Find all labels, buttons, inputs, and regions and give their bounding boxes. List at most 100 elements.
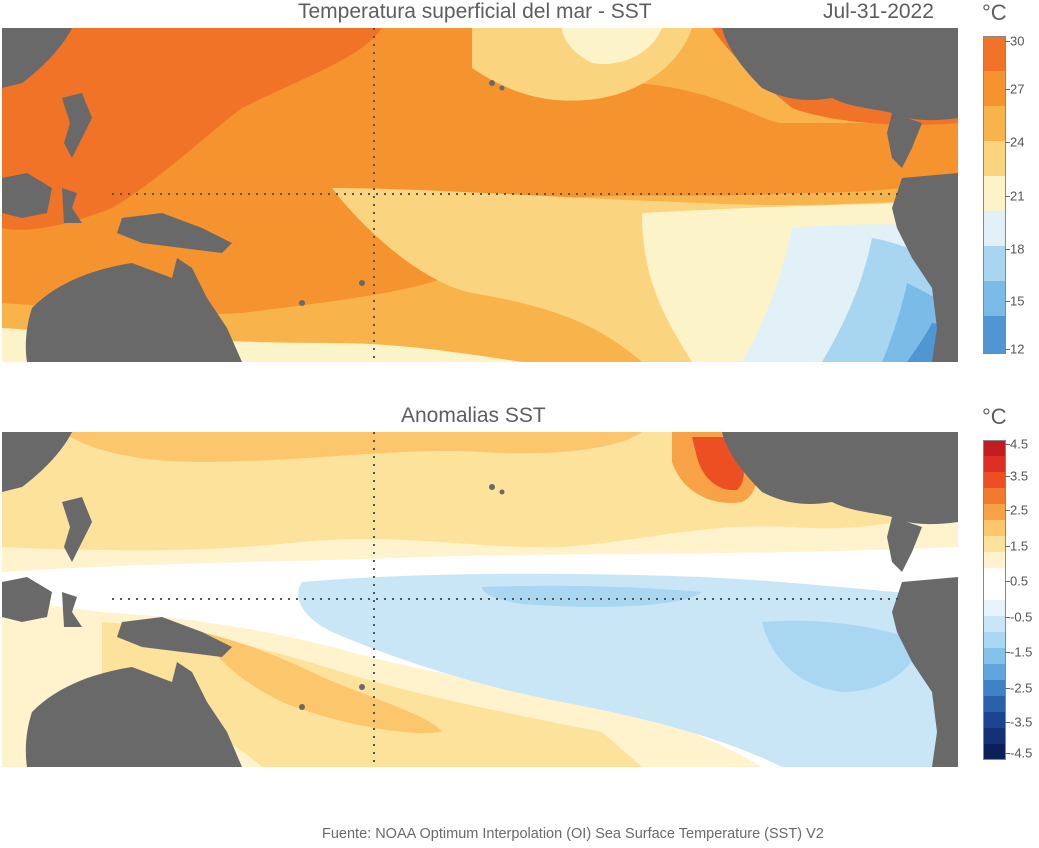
anomaly-colorbar-tick bbox=[1005, 476, 1010, 477]
anomaly-colorbar-swatch bbox=[983, 584, 1005, 601]
anomaly-colorbar-tick bbox=[1005, 546, 1010, 547]
sst-unit-label: °C bbox=[982, 0, 1007, 25]
anomaly-colorbar-swatch bbox=[983, 744, 1005, 760]
sst-date: Jul-31-2022 bbox=[823, 0, 934, 23]
sst-colorbar-label: 15 bbox=[1010, 293, 1025, 309]
borneo-sumatra bbox=[2, 577, 52, 622]
australia bbox=[25, 662, 242, 767]
sst-colorbar-label: 27 bbox=[1010, 81, 1025, 97]
anomaly-colorbar-swatch bbox=[983, 520, 1005, 537]
anomaly-colorbar-swatch bbox=[983, 664, 1005, 681]
anomaly-colorbar-tick bbox=[1005, 510, 1010, 511]
new-guinea bbox=[117, 213, 232, 253]
asia-landmass bbox=[2, 432, 72, 492]
anomaly-colorbar-tick bbox=[1005, 722, 1010, 723]
anomaly-colorbar-label: -2.5 bbox=[1010, 680, 1033, 696]
sst-colorbar-tick bbox=[1005, 89, 1010, 90]
anomaly-colorbar-swatch bbox=[983, 472, 1005, 489]
hawaii-islands bbox=[489, 484, 495, 490]
anomaly-colorbar-swatch bbox=[983, 680, 1005, 697]
anomaly-colorbar-label: 0.5 bbox=[1010, 573, 1029, 589]
sst-colorbar: 30 27 24 21 18 15 12 bbox=[983, 34, 1024, 357]
sst-title: Temperatura superficial del mar - SST bbox=[298, 0, 652, 23]
anomaly-colorbar-label: -3.5 bbox=[1010, 714, 1033, 730]
sst-colorbar-frame bbox=[983, 36, 1006, 354]
anomaly-warm-southwest-strong bbox=[202, 632, 442, 733]
sst-colorbar-tick bbox=[1005, 301, 1010, 302]
philippines-islands bbox=[62, 93, 92, 158]
anomaly-colorbar-swatch bbox=[983, 568, 1005, 585]
north-america bbox=[722, 28, 958, 121]
sst-colorbar-swatch bbox=[983, 106, 1005, 142]
hawaii-islands bbox=[489, 80, 495, 86]
central-america bbox=[887, 113, 922, 168]
anomaly-colorbar-swatch bbox=[983, 632, 1005, 649]
anomaly-land bbox=[2, 432, 958, 767]
north-america bbox=[722, 432, 958, 525]
sst-colorbar-swatch bbox=[983, 281, 1005, 317]
sst-colorbar-swatch bbox=[983, 316, 1005, 354]
anomaly-colorbar-label: -1.5 bbox=[1010, 644, 1033, 660]
australia bbox=[25, 258, 242, 362]
borneo-sumatra bbox=[2, 173, 52, 218]
anomaly-colorbar-swatch bbox=[983, 648, 1005, 665]
asia-landmass bbox=[2, 28, 72, 88]
anomaly-colorbar-tick bbox=[1005, 753, 1010, 754]
sulawesi-moluccas bbox=[62, 592, 82, 627]
philippines-islands bbox=[62, 497, 92, 562]
sst-colorbar-swatch bbox=[983, 36, 1005, 72]
anomaly-colorbar-swatch bbox=[983, 696, 1005, 713]
anomaly-colorbar-swatch bbox=[983, 504, 1005, 521]
sst-colorbar-label: 18 bbox=[1010, 241, 1025, 257]
sst-colorbar-tick bbox=[1005, 349, 1010, 350]
anomaly-colorbar-frame bbox=[983, 440, 1006, 760]
anomaly-colorbar-swatch bbox=[983, 456, 1005, 473]
sst-colorbar-swatch bbox=[983, 246, 1005, 282]
south-america bbox=[892, 173, 958, 362]
south-america bbox=[892, 577, 958, 767]
anomaly-colorbar-swatch bbox=[983, 600, 1005, 617]
hawaii-islands-b bbox=[499, 85, 505, 91]
anomaly-colorbar-label: 2.5 bbox=[1010, 502, 1029, 518]
anomaly-colorbar-swatch bbox=[983, 552, 1005, 569]
anomaly-colorbar-swatch bbox=[983, 440, 1005, 457]
sst-colorbar-swatch bbox=[983, 176, 1005, 212]
sst-colorbar-tick bbox=[1005, 142, 1010, 143]
anomaly-colorbar-tick bbox=[1005, 581, 1010, 582]
anomaly-colorbar-tick bbox=[1005, 652, 1010, 653]
sst-colorbar-tick bbox=[1005, 196, 1010, 197]
sst-colorbar-swatch bbox=[983, 71, 1005, 107]
sst-colorbar-swatch bbox=[983, 211, 1005, 247]
pacific-island-a bbox=[359, 684, 365, 690]
source-footer: Fuente: NOAA Optimum Interpolation (OI) … bbox=[322, 826, 824, 842]
pacific-island-a bbox=[359, 280, 365, 286]
anomaly-title: Anomalias SST bbox=[401, 404, 546, 427]
pacific-island-b bbox=[299, 704, 305, 710]
anomaly-colorbar-label: -0.5 bbox=[1010, 609, 1033, 625]
anomaly-positive-north-strong bbox=[62, 432, 642, 462]
anomaly-colorbar-swatch bbox=[983, 728, 1005, 745]
sst-map bbox=[2, 28, 958, 362]
anomaly-colorbar-tick bbox=[1005, 617, 1010, 618]
sst-colorbar-tick bbox=[1005, 41, 1010, 42]
anomaly-colorbar-tick bbox=[1005, 688, 1010, 689]
anomaly-colorbar-label: 4.5 bbox=[1010, 436, 1029, 452]
pacific-island-b bbox=[299, 300, 305, 306]
anomaly-colorbar-tick bbox=[1005, 444, 1010, 445]
new-guinea bbox=[117, 617, 232, 657]
anomaly-colorbar-label: 1.5 bbox=[1010, 538, 1029, 554]
sst-cool-tongue-21 bbox=[2, 28, 958, 362]
sst-colorbar-tick bbox=[1005, 249, 1010, 250]
central-america bbox=[887, 517, 922, 572]
anomaly-colorbar-swatch bbox=[983, 536, 1005, 553]
anomaly-colorbar-swatch bbox=[983, 616, 1005, 633]
sst-colorbar-label: 30 bbox=[1010, 33, 1025, 49]
anomaly-colorbar-label: -4.5 bbox=[1010, 745, 1033, 761]
hawaii-islands-b bbox=[499, 489, 505, 495]
sst-colorbar-label: 24 bbox=[1010, 134, 1025, 150]
sst-warm-pool-30 bbox=[2, 28, 382, 230]
anomaly-map bbox=[2, 432, 958, 767]
anomaly-unit-label: °C bbox=[982, 404, 1007, 429]
sst-colorbar-swatch bbox=[983, 141, 1005, 177]
sst-colorbar-label: 12 bbox=[1010, 341, 1025, 357]
